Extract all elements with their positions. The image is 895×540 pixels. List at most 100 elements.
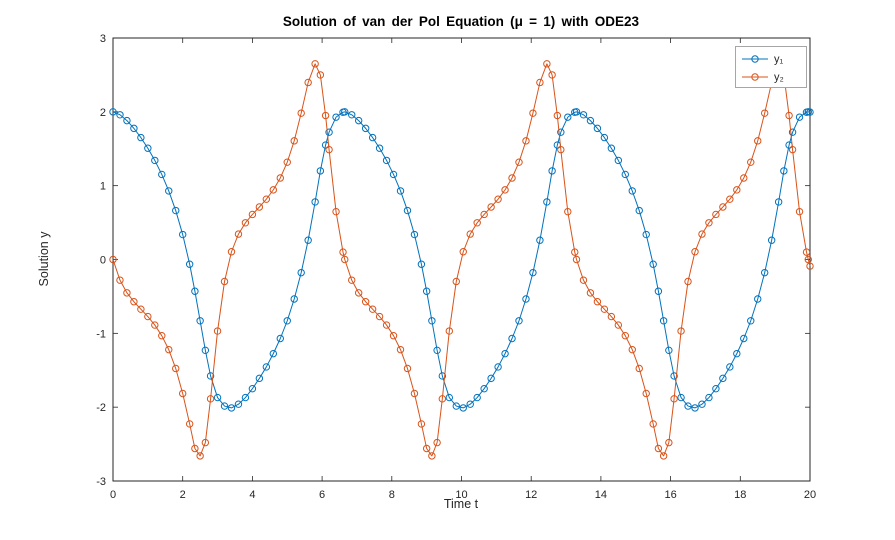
series-y1-marker-icon xyxy=(515,317,523,325)
series-y1-marker-icon xyxy=(649,260,657,268)
series-y2-marker-icon xyxy=(109,255,117,264)
series-y2-marker-icon xyxy=(548,71,556,79)
series-y2-marker-icon xyxy=(241,219,250,227)
series-y2-marker-icon xyxy=(130,298,138,306)
series-y2-marker-icon xyxy=(422,444,431,453)
x-tick-label: 0 xyxy=(110,489,116,501)
series-y1-marker-icon xyxy=(262,363,271,371)
series-y2-marker-icon xyxy=(403,364,412,373)
series-y1-marker-icon xyxy=(705,393,713,402)
series-y1-marker-icon xyxy=(151,156,159,165)
series-y2-marker-icon xyxy=(726,195,734,203)
series-y2-marker-icon xyxy=(151,321,159,329)
series-y2-marker-icon xyxy=(321,111,330,120)
series-y1-marker-icon xyxy=(165,187,173,195)
series-y2-marker-icon xyxy=(677,327,685,335)
series-y2-marker-icon xyxy=(297,109,305,117)
series-y2-marker-icon xyxy=(144,312,152,321)
series-y2-marker-icon xyxy=(269,186,278,194)
series-y2-marker-icon xyxy=(185,420,194,428)
series-y2-marker-icon xyxy=(586,289,595,297)
series-y1-marker-icon xyxy=(543,198,551,206)
series-y2-marker-icon xyxy=(361,298,370,306)
series-y1-marker-icon xyxy=(654,287,663,295)
series-y1-marker-icon xyxy=(410,230,419,239)
series-y1-marker-icon xyxy=(361,124,370,133)
series-y2-marker-icon xyxy=(522,137,530,145)
series-y2-marker-icon xyxy=(795,207,804,216)
series-y1-marker-icon xyxy=(325,128,333,136)
series-y1-marker-icon xyxy=(201,346,210,355)
series-y2-marker-icon xyxy=(375,312,384,321)
series-y2-marker-icon xyxy=(733,186,741,194)
series-y2-marker-icon xyxy=(354,289,363,297)
series-y1-marker-icon xyxy=(290,295,298,303)
series-y1-marker-icon xyxy=(480,385,488,393)
series-y2-marker-icon xyxy=(607,312,616,321)
series-y2-marker-icon xyxy=(304,78,312,87)
x-tick-label: 6 xyxy=(319,489,325,501)
series-y2-marker-icon xyxy=(480,210,488,219)
series-y1-marker-icon xyxy=(213,393,222,402)
series-y2-marker-icon xyxy=(348,276,356,284)
series-y1-marker-icon xyxy=(172,206,180,215)
series-y1-marker-icon xyxy=(311,198,319,206)
series-y1-marker-icon xyxy=(754,295,762,303)
x-tick-label: 14 xyxy=(595,489,607,501)
series-y2-marker-icon xyxy=(445,327,453,335)
y-tick-label: -3 xyxy=(96,476,106,488)
series-y2-marker-icon xyxy=(621,332,629,340)
series-y2-marker-icon xyxy=(665,438,673,447)
series-y2-marker-icon xyxy=(564,207,572,216)
series-y1-marker-icon xyxy=(536,236,544,244)
series-y1-marker-icon xyxy=(375,144,384,152)
series-y1-marker-icon xyxy=(206,372,215,380)
series-y1-marker-icon xyxy=(733,349,741,358)
series-y1-marker-icon xyxy=(774,198,783,206)
series-y1-marker-icon xyxy=(780,167,788,175)
series-y1-marker-icon xyxy=(698,400,706,408)
series-y2-marker-icon xyxy=(600,305,609,313)
series-y1-marker-icon xyxy=(600,133,609,142)
series-y2-marker-icon xyxy=(785,111,793,120)
series-y2-marker-icon xyxy=(740,174,748,182)
series-y1-marker-icon xyxy=(227,404,236,412)
y-tick-label: 2 xyxy=(100,107,106,119)
series-y2-marker-icon xyxy=(316,71,325,79)
series-y1-line xyxy=(112,111,811,409)
series-y1-marker-icon xyxy=(428,317,436,325)
series-y2-marker-icon xyxy=(234,230,243,238)
legend-entry-y1: y₁ xyxy=(742,54,784,66)
series-y1-marker-icon xyxy=(248,385,257,393)
series-y2-marker-icon xyxy=(553,111,562,120)
series-y1-marker-icon xyxy=(564,113,572,121)
series-y1-marker-icon xyxy=(389,170,398,179)
series-y2-marker-icon xyxy=(191,444,199,453)
series-y1-marker-icon xyxy=(304,236,312,244)
series-y2-marker-icon xyxy=(165,345,173,354)
series-y1-marker-icon xyxy=(196,317,204,325)
legend-circle-marker-icon xyxy=(751,73,759,81)
series-y2-marker-icon xyxy=(290,137,298,145)
series-y1-marker-icon xyxy=(635,206,643,215)
series-y2-marker-icon xyxy=(248,210,257,219)
series-y2-marker-icon xyxy=(473,219,481,227)
series-y2-marker-icon xyxy=(339,248,347,256)
series-y1-marker-icon xyxy=(137,133,145,142)
x-tick-label: 12 xyxy=(525,489,537,501)
series-y1-marker-icon xyxy=(191,287,199,295)
series-y1-marker-icon xyxy=(522,295,530,303)
series-y2-marker-icon xyxy=(396,345,405,354)
series-y2-marker-icon xyxy=(220,277,229,286)
series-y1-marker-icon xyxy=(712,385,720,393)
legend-box xyxy=(735,46,807,88)
series-y2-marker-icon xyxy=(614,321,623,329)
series-y1-marker-icon xyxy=(297,268,305,277)
y-tick-label: -2 xyxy=(96,402,106,414)
series-y2-marker-icon xyxy=(206,395,215,403)
series-y1-marker-icon xyxy=(234,400,243,408)
series-y1-marker-icon xyxy=(691,404,699,412)
series-y1-marker-icon xyxy=(508,334,516,343)
series-y1-marker-icon xyxy=(719,374,727,383)
legend-label-y2: y₂ xyxy=(774,72,784,84)
